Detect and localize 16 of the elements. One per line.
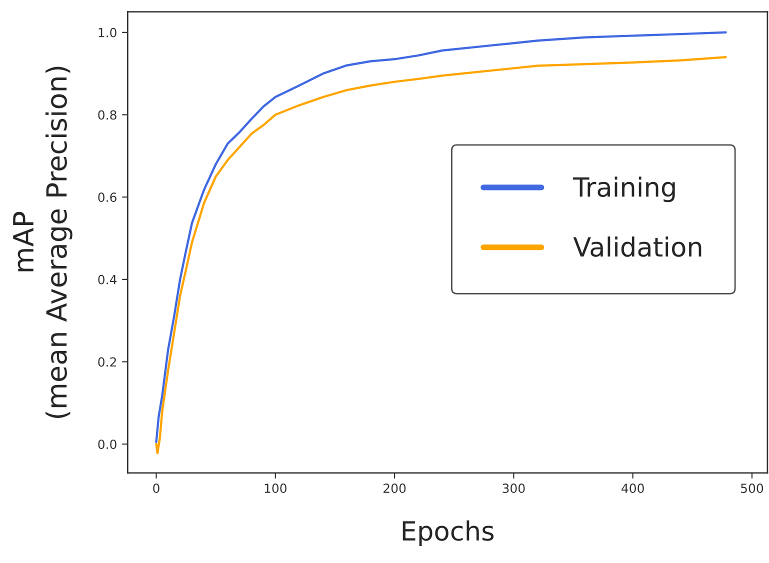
legend-label: Training <box>573 176 675 202</box>
y-tick-label: 0.4 <box>98 274 117 284</box>
y-tick-label: 0.6 <box>98 192 116 202</box>
legend-label: Validation <box>573 236 702 257</box>
x-tick-label: 400 <box>622 484 644 494</box>
x-axis-title: Epochs <box>402 520 494 546</box>
x-tick-label: 100 <box>264 484 286 494</box>
y-axis-title: mAP (mean Average Precision) <box>13 66 72 418</box>
x-tick-label: 0 <box>153 484 160 494</box>
x-tick-label: 300 <box>502 484 525 494</box>
y-tick-label: 0.0 <box>98 440 116 450</box>
y-tick-label: 1.0 <box>98 28 116 38</box>
y-tick-label: 0.2 <box>98 357 116 367</box>
x-tick-label: 500 <box>741 484 764 494</box>
y-tick-label: 0.8 <box>98 110 116 120</box>
x-tick-label: 200 <box>384 484 406 494</box>
